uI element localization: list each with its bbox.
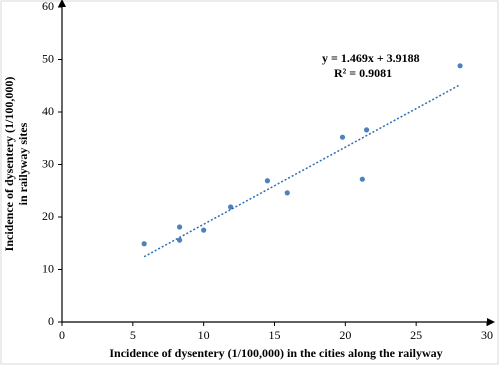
x-axis-title: Incidence of dysentery (1/100,000) in th…: [109, 346, 442, 360]
x-tick-label: 5: [130, 328, 136, 342]
point: [457, 63, 463, 69]
x-tick-label: 30: [481, 328, 493, 342]
x-tick-label: 20: [339, 328, 351, 342]
y-tick-label: 10: [42, 261, 54, 275]
y-tick-label: 0: [48, 314, 54, 328]
point: [176, 224, 183, 230]
x-tick-label: 10: [198, 328, 210, 342]
y-tick-label: 60: [42, 0, 54, 13]
y-tick-label: 30: [42, 156, 54, 170]
trend-r2: R² = 0.9081: [334, 66, 392, 80]
trendline: [143, 84, 461, 258]
point: [201, 227, 207, 233]
y-axis-title: in railyway sites: [16, 122, 30, 205]
point: [339, 134, 346, 140]
point: [176, 237, 183, 243]
point: [359, 176, 365, 182]
trend-equation: y = 1.469x + 3.9188: [322, 51, 420, 65]
x-tick-label: 25: [410, 328, 422, 342]
y-tick-label: 20: [42, 209, 54, 223]
point: [284, 190, 290, 196]
y-axis-title: Incidence of dysentery (1/100,000): [2, 77, 16, 252]
x-tick-label: 15: [269, 328, 281, 342]
point: [264, 178, 271, 184]
y-tick-label: 50: [42, 51, 54, 65]
y-tick-label: 40: [42, 104, 54, 118]
point: [141, 241, 147, 247]
x-tick-label: 0: [59, 328, 65, 342]
point: [363, 127, 370, 133]
